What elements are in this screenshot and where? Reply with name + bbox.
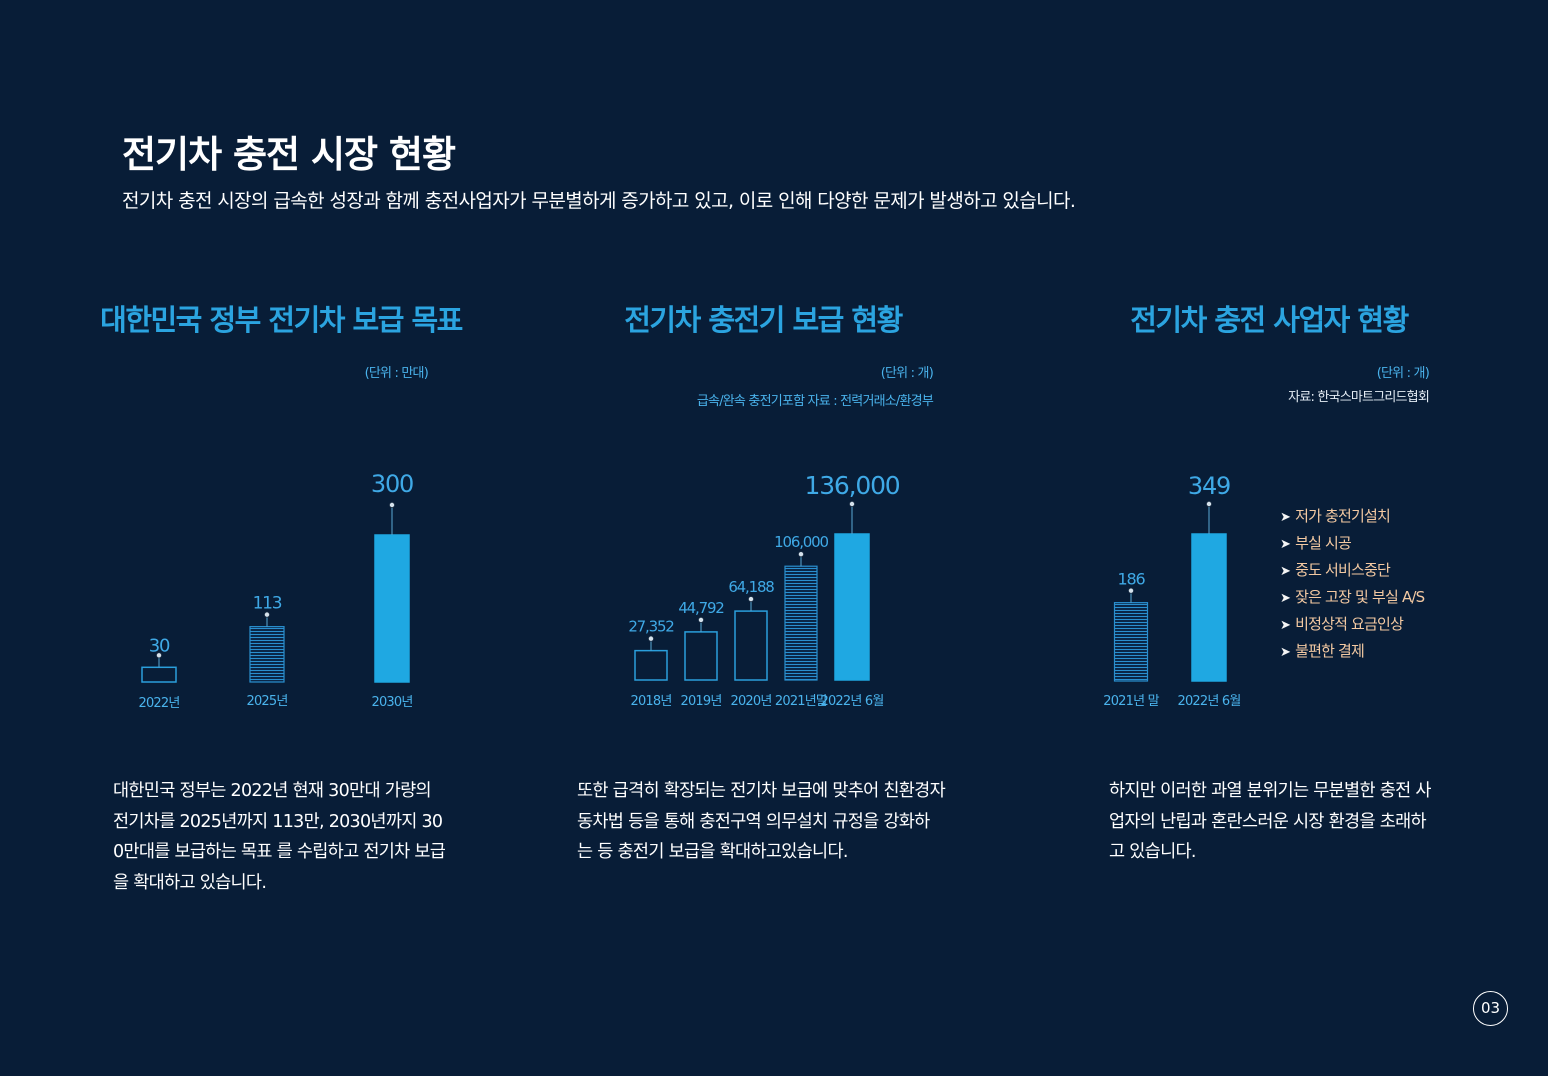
issue-label: 중도 서비스중단 [1295,561,1391,579]
arrow-icon: ➤ [1280,618,1291,633]
issue-label: 부실 시공 [1295,534,1352,552]
value-dot [155,652,162,659]
value-label: 300 [371,470,413,498]
unit-label-operator-status: (단위 : 개) [1376,366,1430,381]
x-tick-label: 2022년 [138,696,179,711]
value-dot [648,635,655,642]
bar [249,626,285,683]
section-title-operator-status: 전기차 충전 사업자 현황 [1130,303,1409,337]
issue-item: ➤ 비정상적 요금인상 [1280,613,1424,640]
section-title-ev-target: 대한민국 정부 전기차 보급 목표 [100,303,463,337]
bar [1191,533,1227,682]
bar [374,534,410,683]
value-label: 30 [149,635,170,656]
unit-label-charger-status: (단위 : 개) [880,366,934,381]
arrow-icon: ➤ [1280,591,1291,606]
value-label: 186 [1118,570,1146,589]
value-dot [388,501,395,508]
issue-label: 저가 충전기설치 [1295,507,1391,525]
bar [784,565,818,681]
x-tick-label: 2021년 말 [1103,694,1159,709]
value-dot [748,596,755,603]
x-tick-label: 2020년 [730,694,771,709]
value-label: 44,792 [678,599,724,617]
arrow-icon: ➤ [1280,564,1291,579]
value-label: 64,188 [728,578,774,596]
x-tick-label: 2018년 [630,694,671,709]
issue-item: ➤ 잦은 고장 및 부실 A/S [1280,586,1425,613]
x-tick-label: 2025년 [246,694,287,709]
issue-label: 불편한 결제 [1295,642,1365,660]
page-number: 03 [1473,991,1508,1026]
issue-item: ➤ 부실 시공 [1280,532,1424,559]
value-dot [1206,500,1213,507]
value-label: 349 [1188,472,1230,500]
description-operator-status: 하지만 이러한 과열 분위기는 무분별한 충전 사 업자의 난립과 혼란스러운 … [1109,781,1431,862]
bar [734,610,768,681]
arrow-icon: ➤ [1280,537,1291,552]
value-label: 106,000 [774,533,828,551]
issue-list: ➤ 저가 충전기설치 ➤ 부실 시공 ➤ 중도 서비스중단 ➤ 잦은 고장 및 부실 A/S ➤… [1280,505,1425,667]
unit-label-ev-target: (단위 : 만대) [364,366,429,381]
x-tick-label: 2019년 [680,694,721,709]
bar [684,631,718,681]
value-dot [798,551,805,558]
value-label: 113 [253,594,282,614]
value-dot [263,611,270,618]
issue-label: 비정상적 요금인상 [1295,615,1404,633]
bar [834,533,870,681]
value-label: 27,352 [628,618,674,636]
arrow-icon: ➤ [1280,645,1291,660]
value-dot [849,500,856,507]
section-title-charger-status: 전기차 충전기 보급 현황 [624,303,903,337]
source-label-charger-status: 급속/완속 충전기포함 자료 : 전력거래소/환경부 [696,394,934,409]
issue-label: 잦은 고장 및 부실 A/S [1295,588,1425,606]
arrow-icon: ➤ [1280,510,1291,525]
description-ev-target: 대한민국 정부는 2022년 현재 30만대 가량의 전기차를 2025년까지 … [113,781,446,893]
source-label-operator-status: 자료: 한국스마트그리드협회 [1288,390,1430,405]
bar [141,666,177,683]
bar [634,649,668,681]
issue-item: ➤ 중도 서비스중단 [1280,559,1424,586]
x-tick-label: 2022년 6월 [820,694,883,709]
issue-item: ➤ 저가 충전기설치 [1280,505,1424,532]
x-tick-label: 2022년 6월 [1177,694,1240,709]
value-dot [698,616,705,623]
x-tick-label: 2021년말 [775,694,828,709]
issue-item: ➤ 불편한 결제 [1280,640,1424,667]
x-tick-label: 2030년 [371,695,412,710]
description-charger-status: 또한 급격히 확장되는 전기차 보급에 맞추어 친환경자 동차법 등을 통해 충… [577,781,946,862]
bar [1113,602,1149,682]
page-title: 전기차 충전 시장 현황 [122,133,456,176]
value-label: 136,000 [805,471,900,500]
page-subtitle: 전기차 충전 시장의 급속한 성장과 함께 충전사업자가 무분별하게 증가하고 … [122,190,1076,212]
value-dot [1128,587,1135,594]
